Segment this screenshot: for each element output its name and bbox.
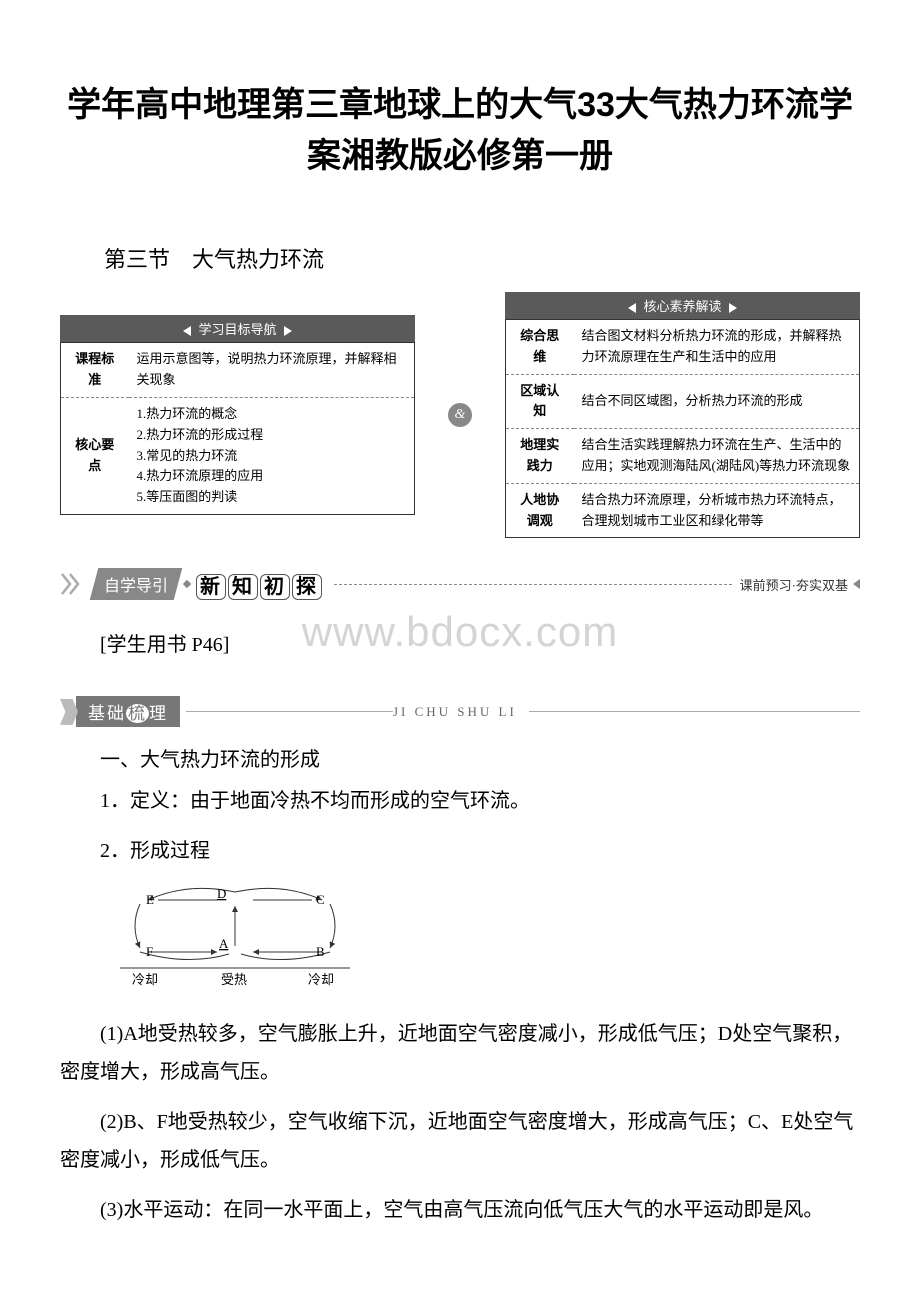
- circulation-svg: E D C F A B 冷却 受热 冷却: [120, 882, 350, 992]
- svg-text:受热: 受热: [221, 972, 247, 987]
- table-left-header-text: 学习目标导航: [198, 322, 276, 337]
- svg-text:冷却: 冷却: [308, 972, 334, 987]
- label-cell: 综合思维: [506, 320, 574, 375]
- table-right-wrap: 核心素养解读 综合思维 结合图文材料分析热力环流的形成，并解释热力环流原理在生产…: [505, 292, 860, 538]
- label-cell: 区域认知: [506, 374, 574, 429]
- char-box: 初: [260, 574, 290, 600]
- ampersand-icon: &: [448, 403, 472, 427]
- content-cell: 运用示意图等，说明热力环流原理，并解释相关现象: [129, 343, 415, 398]
- table-left: 课程标准 运用示意图等，说明热力环流原理，并解释相关现象 核心要点 1.热力环流…: [60, 342, 415, 515]
- table-right-header: 核心素养解读: [505, 292, 860, 319]
- char-box: 新: [196, 574, 226, 600]
- table-row: 地理实践力 结合生活实践理解热力环流在生产、生活中的应用；实地观测海陆风(湖陆风…: [506, 429, 860, 484]
- label-cell: 核心要点: [61, 397, 129, 514]
- content-cell: 结合不同区域图，分析热力环流的形成: [574, 374, 860, 429]
- self-study-banner: 自学导引 新知初探 课前预习·夯实双基: [60, 568, 860, 600]
- table-right: 综合思维 结合图文材料分析热力环流的形成，并解释热力环流原理在生产和生活中的应用…: [505, 319, 860, 538]
- paragraph: 2．形成过程: [60, 832, 860, 870]
- svg-text:F: F: [146, 944, 153, 959]
- content-cell: 结合生活实践理解热力环流在生产、生活中的应用；实地观测海陆风(湖陆风)等热力环流…: [574, 429, 860, 484]
- content-cell: 1.热力环流的概念 2.热力环流的形成过程 3.常见的热力环流 4.热力环流原理…: [129, 397, 415, 514]
- char-box: 知: [228, 574, 258, 600]
- circled-char: 梳: [126, 704, 149, 723]
- basics-banner: 基础梳理 JI CHU SHU LI: [60, 696, 860, 727]
- watermark-area: www.bdocx.com [学生用书 P46]: [60, 608, 860, 678]
- thermal-circulation-diagram: E D C F A B 冷却 受热 冷却: [120, 882, 860, 997]
- svg-text:B: B: [316, 944, 325, 959]
- table-row: 区域认知 结合不同区域图，分析热力环流的形成: [506, 374, 860, 429]
- arrow-left-icon: [183, 326, 191, 336]
- banner1-right: 新知初探: [196, 570, 324, 599]
- table-right-header-text: 核心素养解读: [643, 299, 721, 314]
- paragraph: (3)水平运动：在同一水平面上，空气由高气压流向低气压大气的水平运动即是风。: [60, 1191, 860, 1229]
- table-row: 核心要点 1.热力环流的概念 2.热力环流的形成过程 3.常见的热力环流 4.热…: [61, 397, 415, 514]
- label-cell: 人地协调观: [506, 483, 574, 538]
- book-reference: [学生用书 P46]: [60, 608, 860, 657]
- objectives-tables: 学习目标导航 课程标准 运用示意图等，说明热力环流原理，并解释相关现象 核心要点…: [60, 292, 860, 538]
- content-cell: 结合图文材料分析热力环流的形成，并解释热力环流原理在生产和生活中的应用: [574, 320, 860, 375]
- table-left-wrap: 学习目标导航 课程标准 运用示意图等，说明热力环流原理，并解释相关现象 核心要点…: [60, 315, 415, 515]
- arrow-right-icon: [729, 303, 737, 313]
- svg-text:冷却: 冷却: [132, 972, 158, 987]
- chevron-icon: [60, 572, 88, 596]
- table-row: 综合思维 结合图文材料分析热力环流的形成，并解释热力环流原理在生产和生活中的应用: [506, 320, 860, 375]
- char-box: 探: [292, 574, 322, 600]
- table-row: 课程标准 运用示意图等，说明热力环流原理，并解释相关现象: [61, 343, 415, 398]
- table-row: 人地协调观 结合热力环流原理，分析城市热力环流特点， 合理规划城市工业区和绿化带…: [506, 483, 860, 538]
- banner2-pinyin: JI CHU SHU LI: [393, 704, 517, 720]
- banner1-tail: 课前预习·夯实双基: [740, 575, 848, 594]
- svg-text:D: D: [217, 886, 226, 901]
- label-cell: 地理实践力: [506, 429, 574, 484]
- heading-1: 一、大气热力环流的形成: [60, 743, 860, 772]
- content-cell: 结合热力环流原理，分析城市热力环流特点， 合理规划城市工业区和绿化带等: [574, 483, 860, 538]
- table-left-header: 学习目标导航: [60, 315, 415, 342]
- label-cell: 课程标准: [61, 343, 129, 398]
- banner1-left: 自学导引: [90, 568, 183, 600]
- paragraph: (2)B、F地受热较少，空气收缩下沉，近地面空气密度增大，形成高气压；C、E处空…: [60, 1103, 860, 1179]
- dot-icon: [183, 580, 191, 588]
- paragraph: (1)A地受热较多，空气膨胀上升，近地面空气密度减小，形成低气压；D处空气聚积，…: [60, 1015, 860, 1091]
- svg-text:C: C: [316, 892, 325, 907]
- banner2-line: [186, 711, 393, 712]
- svg-text:E: E: [146, 892, 154, 907]
- section-title: 第三节 大气热力环流: [60, 242, 860, 274]
- paragraph: 1．定义：由于地面冷热不均而形成的空气环流。: [60, 782, 860, 820]
- svg-text:A: A: [219, 936, 229, 951]
- arrow-left-icon: [628, 303, 636, 313]
- banner2-label: 基础梳理: [76, 696, 180, 727]
- main-title: 学年高中地理第三章地球上的大气33大气热力环流学案湘教版必修第一册: [60, 80, 860, 182]
- banner2-line: [529, 711, 860, 712]
- triangle-icon: [853, 579, 860, 589]
- banner-underline: [334, 584, 732, 585]
- arrow-right-icon: [284, 326, 292, 336]
